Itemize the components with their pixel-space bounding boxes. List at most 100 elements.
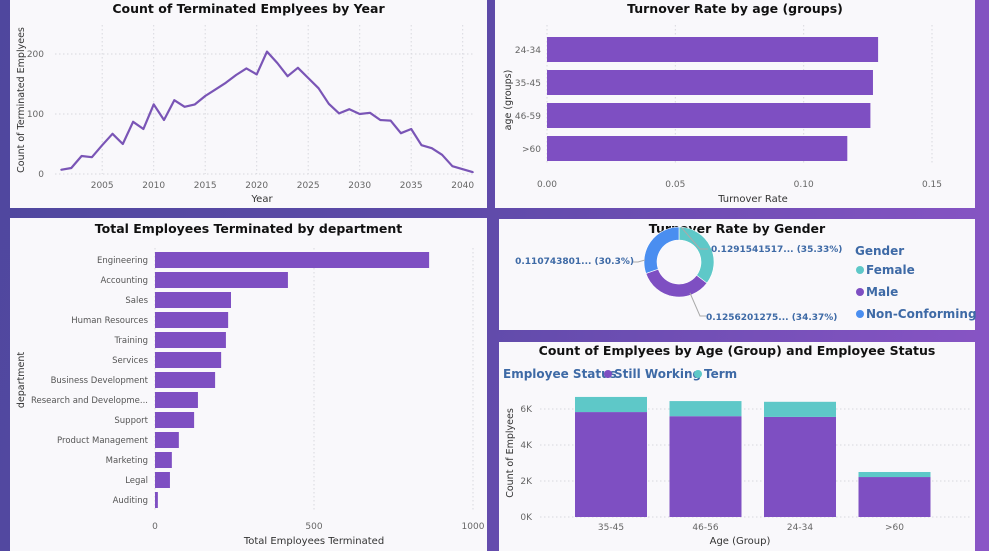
bar (155, 372, 216, 388)
x-axis-label: Turnover Rate (717, 194, 788, 205)
bar-term (669, 401, 742, 417)
x-tick-label: 2035 (400, 181, 423, 191)
x-tick-label: 1000 (462, 522, 485, 532)
y-axis-label: Count of Terminated Emplyees (16, 27, 27, 173)
bar (547, 103, 871, 128)
data-point (225, 82, 227, 84)
y-tick-label: Marketing (106, 456, 148, 466)
data-point (163, 119, 165, 121)
bar (547, 136, 848, 161)
data-point (204, 95, 206, 97)
x-tick-label: 0.05 (665, 180, 685, 190)
data-point (286, 75, 289, 77)
bar (155, 332, 226, 348)
x-axis-label: Total Employees Terminated (243, 536, 384, 547)
legend-item: Female (866, 263, 915, 277)
data-point (152, 103, 155, 106)
chart-title: Count of Terminated Emplyees by Year (112, 1, 385, 16)
data-point (276, 62, 279, 64)
y-tick-label: 24-34 (515, 46, 541, 56)
bar (155, 492, 158, 508)
x-tick-label: 35-45 (598, 523, 624, 533)
bar (155, 352, 222, 368)
bar-term (575, 396, 647, 413)
y-axis-label: department (16, 352, 27, 408)
x-tick-label: 46-56 (692, 523, 718, 533)
y-tick-label: 35-45 (515, 79, 541, 89)
y-tick-label: Research and Developme... (31, 396, 148, 406)
leader-line (689, 292, 706, 317)
data-point (101, 144, 103, 146)
y-tick-label: Legal (125, 476, 148, 486)
data-label: 0.1256201275... (34.37%) (706, 313, 837, 323)
x-tick-label: 2025 (297, 181, 320, 191)
y-tick-label: Engineering (97, 256, 148, 266)
data-point (245, 67, 248, 70)
data-point (441, 154, 443, 156)
data-point (183, 106, 186, 108)
x-tick-label: 24-34 (787, 523, 813, 533)
legend-item: Male (866, 285, 898, 299)
x-tick-label: 2020 (245, 181, 268, 191)
bar (155, 292, 232, 308)
x-tick-label: >60 (885, 523, 904, 533)
y-tick-label: Support (114, 416, 148, 426)
data-point (400, 132, 402, 134)
y-axis-label: age (groups) (503, 70, 514, 131)
data-point (317, 87, 320, 89)
bar (155, 452, 172, 468)
data-point (338, 112, 340, 115)
panel-terminated-by-year: Count of Terminated Emplyees by Year (10, 0, 487, 208)
x-axis-label: Year (250, 194, 273, 205)
x-tick-label: 0.15 (922, 180, 942, 190)
y-tick-label: >60 (522, 145, 541, 155)
data-point (328, 103, 330, 105)
y-tick-label: 46-59 (515, 112, 541, 122)
bar-term (764, 401, 836, 417)
legend-title: Gender (855, 244, 904, 258)
data-point (173, 99, 176, 101)
data-point (194, 103, 196, 106)
legend-marker (604, 370, 612, 378)
legend-title: Employee Status (503, 367, 617, 381)
x-tick-label: 0.00 (537, 180, 557, 190)
x-axis-label: Age (Group) (710, 536, 771, 547)
data-point (255, 73, 258, 76)
bar-still-working (669, 416, 742, 517)
y-tick-label: Accounting (101, 276, 148, 286)
data-point (389, 119, 392, 122)
data-point (461, 168, 464, 170)
y-tick-label: 200 (27, 50, 44, 60)
panel-terminated-by-department: Total Employees Terminated by department (10, 218, 487, 551)
data-point (307, 77, 310, 79)
data-point (358, 113, 361, 115)
bar (155, 432, 179, 448)
bar (155, 272, 288, 288)
legend-marker (856, 288, 864, 296)
y-tick-label: Sales (125, 296, 148, 306)
data-point (451, 165, 454, 167)
y-tick-label: Training (113, 336, 148, 346)
x-tick-label: 2015 (194, 181, 217, 191)
data-point (410, 128, 413, 130)
data-point (60, 169, 62, 171)
y-tick-label: 100 (27, 110, 44, 120)
y-tick-label: Business Development (51, 376, 149, 386)
legend-marker (856, 310, 864, 318)
data-point (431, 147, 433, 149)
data-point (266, 50, 268, 53)
y-tick-label: 6K (520, 405, 533, 415)
legend-marker (856, 266, 864, 274)
bar (155, 252, 430, 268)
data-point (142, 128, 145, 130)
x-tick-label: 2040 (451, 181, 474, 191)
leader-line (633, 259, 646, 263)
data-point (122, 143, 124, 145)
y-tick-label: 2K (520, 477, 533, 487)
y-tick-label: Product Management (57, 436, 149, 446)
panel-turnover-by-gender: Turnover Rate by Gender (499, 219, 975, 330)
y-tick-label: 0 (38, 170, 44, 180)
data-point (80, 155, 83, 157)
y-tick-label: Services (112, 356, 148, 366)
